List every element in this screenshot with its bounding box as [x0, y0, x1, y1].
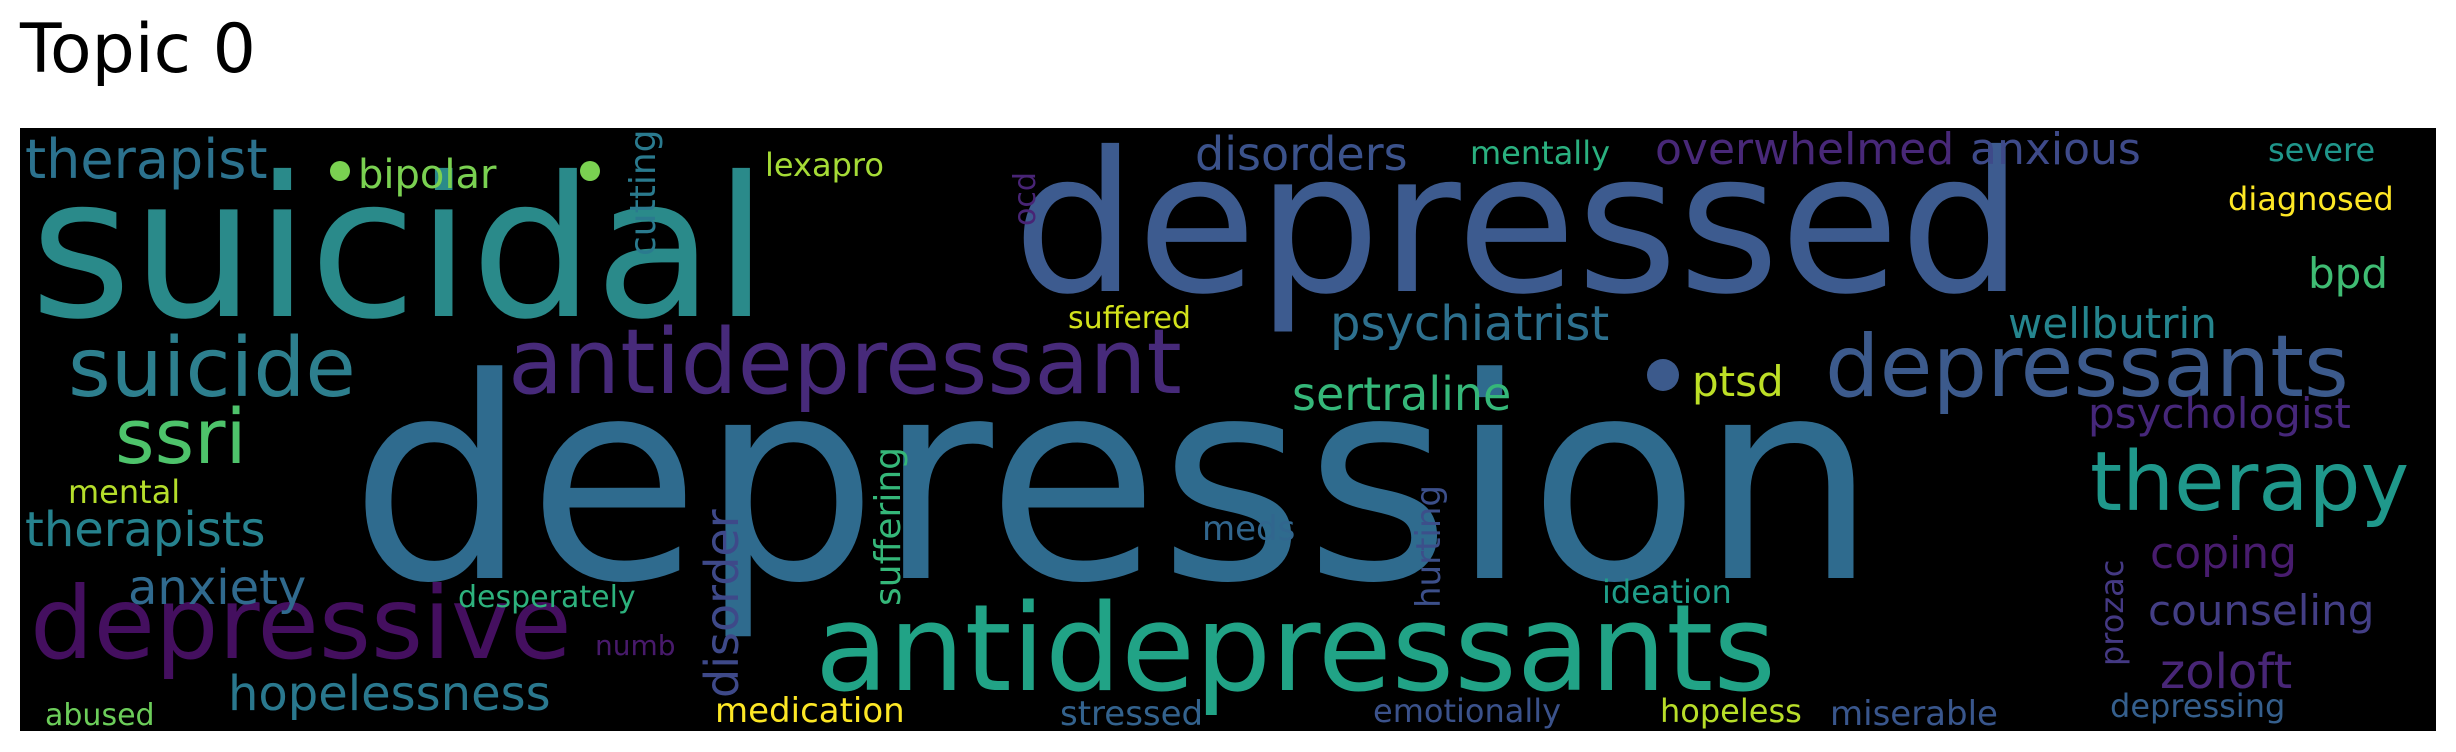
- word-wellbutrin: wellbutrin: [2008, 299, 2217, 348]
- word-zoloft: zoloft: [2160, 644, 2292, 700]
- page-title: Topic 0: [20, 10, 256, 89]
- word-therapist: therapist: [25, 128, 268, 191]
- word-antidepressants: antidepressants: [815, 580, 1776, 719]
- word-therapy: therapy: [2090, 435, 2409, 530]
- word-ptsd: ptsd: [1692, 357, 1784, 406]
- word-anxious: anxious: [1970, 128, 2141, 175]
- word-desperately: desperately: [458, 580, 636, 615]
- word-abused: abused: [45, 698, 155, 731]
- word-ssri: ssri: [115, 392, 247, 481]
- word-cloud-canvas: depression suicidal depressed antidepres…: [25, 128, 2409, 731]
- word-sertraline: sertraline: [1292, 367, 1511, 421]
- word-miserable: miserable: [1830, 694, 1998, 731]
- word-severe: severe: [2268, 131, 2375, 169]
- word-ocd: ocd: [1008, 172, 1043, 226]
- word-hopelessness: hopelessness: [228, 666, 551, 722]
- word-cloud: depression suicidal depressed antidepres…: [20, 128, 2436, 731]
- word-therapists: therapists: [25, 502, 266, 558]
- word-cutting: cutting: [623, 129, 664, 256]
- word-depressants: depressants: [1825, 317, 2349, 417]
- word-medication: medication: [715, 691, 905, 731]
- word-psychiatrist: psychiatrist: [1330, 296, 1609, 352]
- word-diagnosed: diagnosed: [2228, 180, 2394, 218]
- word-suffering: suffering: [868, 447, 909, 606]
- word-depressive: depressive: [30, 565, 572, 682]
- word-depressed: depressed: [1013, 128, 2023, 337]
- word-bpd: bpd: [2308, 249, 2388, 298]
- cloud-dot: [330, 161, 350, 181]
- cloud-dot: [1647, 359, 1679, 391]
- word-disorders: disorders: [1195, 128, 1408, 181]
- word-anxiety: anxiety: [128, 560, 306, 616]
- word-meds: meds: [1202, 509, 1295, 549]
- word-mental: mental: [68, 473, 180, 511]
- word-lexapro: lexapro: [765, 146, 884, 184]
- word-suffered: suffered: [1068, 301, 1191, 336]
- word-numb: numb: [595, 629, 676, 662]
- word-depressing: depressing: [2110, 687, 2285, 725]
- word-hurting: hurting: [1409, 485, 1449, 608]
- word-suicide: suicide: [68, 321, 356, 416]
- word-antidepressant: antidepressant: [508, 310, 1182, 415]
- word-ideation: ideation: [1602, 573, 1732, 611]
- word-coping: coping: [2150, 528, 2297, 579]
- word-counseling: counseling: [2148, 586, 2374, 635]
- word-hopeless: hopeless: [1660, 692, 1802, 730]
- word-bipolar: bipolar: [358, 152, 497, 198]
- word-suicidal: suicidal: [30, 135, 768, 362]
- word-prozac: prozac: [2093, 560, 2131, 666]
- word-emotionally: emotionally: [1373, 692, 1561, 730]
- word-depression: depression: [350, 319, 1877, 645]
- word-disorder: disorder: [695, 509, 749, 698]
- word-mentally: mentally: [1470, 134, 1610, 172]
- word-stressed: stressed: [1060, 694, 1203, 731]
- cloud-dot: [580, 161, 600, 181]
- word-overwhelmed: overwhelmed: [1655, 128, 1954, 175]
- word-psychologist: psychologist: [2088, 389, 2351, 438]
